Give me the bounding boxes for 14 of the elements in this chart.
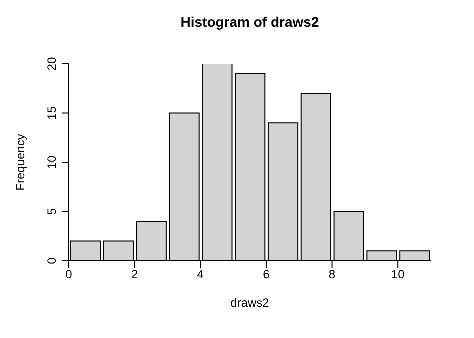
- y-tick-label: 15: [45, 106, 59, 120]
- x-axis-title: draws2: [230, 296, 270, 310]
- y-tick-label: 0: [45, 257, 59, 264]
- y-axis-title: Frequency: [13, 134, 28, 191]
- x-tick-label: 10: [391, 268, 406, 282]
- chart-title: Histogram of draws2: [180, 14, 320, 30]
- y-tick-label: 5: [45, 208, 59, 216]
- x-tick-label: 4: [197, 268, 204, 282]
- x-tick-label: 6: [263, 268, 270, 282]
- x-tick-label: 2: [131, 268, 138, 282]
- x-tick-label: 8: [328, 268, 336, 282]
- y-tick-label: 10: [45, 156, 59, 170]
- x-tick-label: 0: [66, 268, 73, 282]
- y-tick-label: 20: [45, 57, 59, 71]
